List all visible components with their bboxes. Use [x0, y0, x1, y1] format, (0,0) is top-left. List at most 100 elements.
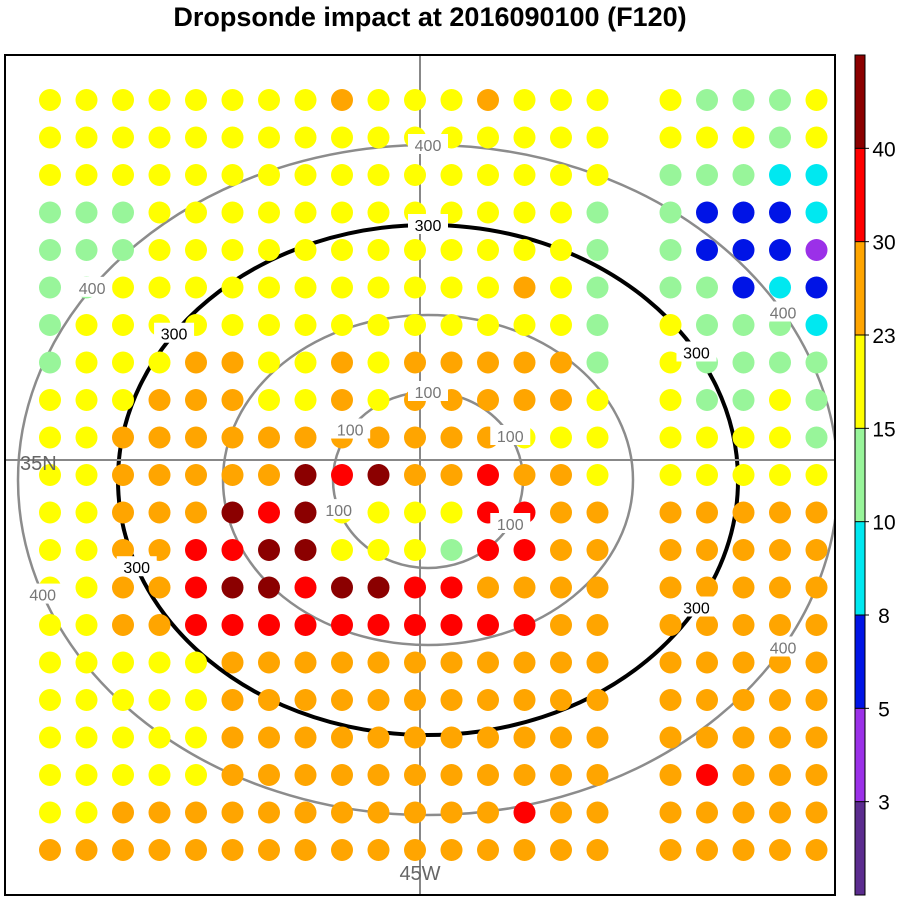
impact-dot	[769, 614, 791, 636]
impact-dot	[185, 539, 207, 561]
contour-label-bg	[408, 134, 448, 154]
impact-dot	[75, 839, 98, 861]
impact-dot	[732, 164, 755, 186]
impact-dot	[586, 126, 609, 149]
impact-dot	[148, 164, 171, 186]
impact-dot	[805, 689, 828, 711]
impact-dot	[550, 764, 572, 786]
impact-dot	[185, 764, 207, 786]
impact-dot	[367, 239, 390, 261]
impact-dot	[732, 651, 755, 674]
impact-dot	[75, 651, 98, 674]
impact-dot	[185, 89, 207, 111]
impact-dot	[696, 801, 718, 824]
impact-dot	[550, 276, 572, 299]
impact-dot	[294, 389, 317, 411]
impact-dot	[586, 501, 609, 524]
impact-dot	[39, 351, 61, 374]
impact-dot	[404, 501, 426, 524]
contour-label-bg	[490, 425, 531, 445]
impact-dot	[879, 164, 898, 186]
impact-dot	[732, 501, 755, 524]
impact-dot	[440, 689, 463, 711]
impact-dot	[294, 764, 317, 786]
impact-dot	[769, 801, 791, 824]
impact-dot	[513, 89, 536, 111]
impact-dot	[586, 464, 609, 486]
impact-dot	[75, 576, 98, 599]
impact-dot	[404, 464, 426, 486]
impact-dot	[732, 539, 755, 561]
impact-dot	[221, 726, 244, 749]
impact-dot	[258, 576, 280, 599]
impact-dot	[586, 614, 609, 636]
impact-dot	[221, 764, 244, 786]
impact-dot	[331, 389, 353, 411]
impact-dot	[550, 801, 572, 824]
impact-dot	[696, 201, 718, 224]
impact-dot	[148, 689, 171, 711]
impact-dot	[732, 89, 755, 111]
impact-dot	[39, 689, 61, 711]
impact-dot	[185, 239, 207, 261]
impact-dot	[185, 164, 207, 186]
impact-dot	[879, 577, 898, 599]
impact-dot	[294, 239, 317, 261]
impact-dot	[769, 576, 791, 599]
impact-dot	[367, 426, 390, 449]
impact-dot	[659, 576, 682, 599]
impact-dot	[75, 614, 98, 636]
impact-dot	[367, 614, 390, 636]
impact-dot	[550, 576, 572, 599]
impact-dot	[221, 389, 244, 411]
impact-dot	[440, 276, 463, 299]
impact-dot	[404, 614, 426, 636]
impact-dot	[550, 726, 572, 749]
colorbar: 3 5 8 10 15 23 30 40	[854, 54, 896, 896]
impact-dot	[440, 651, 463, 674]
impact-dot	[659, 689, 682, 711]
impact-dot	[586, 239, 609, 261]
impact-dot	[586, 539, 609, 561]
impact-dot	[440, 89, 463, 111]
plot-frame	[4, 54, 836, 896]
impact-dot	[696, 839, 718, 861]
impact-dot	[258, 726, 280, 749]
colorbar-swatch	[855, 708, 865, 802]
impact-dot	[440, 614, 463, 636]
impact-dot	[805, 201, 828, 224]
impact-dot	[659, 539, 682, 561]
impact-dot	[513, 276, 536, 299]
lon-label: 45W	[399, 863, 440, 885]
impact-dot	[221, 576, 244, 599]
impact-dot	[331, 89, 353, 111]
impact-dot	[221, 201, 244, 224]
impact-dot	[732, 239, 755, 261]
colorbar-tick-label: 30	[872, 232, 895, 255]
impact-dot	[39, 764, 61, 786]
impact-dot	[805, 426, 828, 449]
impact-dot	[513, 689, 536, 711]
impact-dot	[477, 539, 499, 561]
impact-dot	[75, 539, 98, 561]
impact-dot	[258, 89, 280, 111]
impact-dot	[513, 801, 536, 824]
impact-dot	[513, 201, 536, 224]
impact-dot	[586, 651, 609, 674]
impact-dot	[805, 651, 828, 674]
impact-dot	[404, 89, 426, 111]
impact-dot	[659, 389, 682, 411]
impact-dot	[294, 801, 317, 824]
impact-dot	[294, 464, 317, 486]
contour-label-100-0: 100	[415, 385, 442, 402]
impact-dot	[39, 164, 61, 186]
impact-dot	[659, 501, 682, 524]
impact-dot	[879, 89, 898, 111]
impact-dot	[185, 464, 207, 486]
impact-dot	[39, 239, 61, 261]
impact-dot	[148, 539, 171, 561]
impact-dot	[258, 464, 280, 486]
impact-dot	[221, 464, 244, 486]
impact-dot	[659, 614, 682, 636]
impact-dot	[221, 501, 244, 524]
